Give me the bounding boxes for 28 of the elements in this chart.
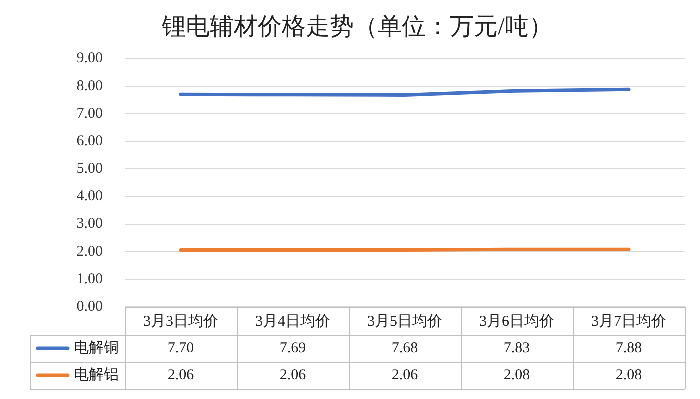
y-tick-label: 1.00	[76, 271, 103, 288]
x-tick-label: 3月3日均价	[144, 312, 218, 330]
y-tick-label: 9.00	[76, 50, 103, 67]
y-tick-label: 3.00	[76, 216, 103, 232]
legend-label: 电解铝	[74, 366, 119, 384]
y-tick-label: 0.00	[76, 298, 103, 315]
data-label: 2.08	[616, 367, 642, 384]
y-tick-label: 6.00	[76, 133, 103, 150]
y-tick-label: 4.00	[76, 188, 103, 205]
data-label: 2.06	[168, 367, 195, 384]
y-tick-label: 5.00	[76, 161, 103, 178]
data-label: 7.69	[280, 340, 306, 356]
data-label: 7.88	[616, 340, 642, 356]
data-label: 2.08	[504, 367, 530, 384]
data-label: 7.83	[504, 340, 530, 356]
chart-title: 锂电辅材价格走势（单位：万元/吨）	[161, 14, 553, 41]
y-tick-label: 2.00	[76, 244, 103, 260]
x-tick-label: 3月7日均价	[592, 312, 666, 330]
data-label: 7.68	[392, 340, 418, 356]
y-tick-label: 7.00	[76, 106, 103, 122]
x-tick-label: 3月5日均价	[368, 312, 442, 330]
legend-label: 电解铜	[74, 339, 119, 356]
data-label: 2.06	[280, 367, 307, 384]
x-tick-label: 3月4日均价	[256, 312, 330, 330]
data-label: 7.70	[168, 340, 194, 356]
data-label: 2.06	[392, 367, 419, 384]
x-tick-label: 3月6日均价	[480, 312, 554, 330]
y-tick-label: 8.00	[76, 78, 103, 94]
